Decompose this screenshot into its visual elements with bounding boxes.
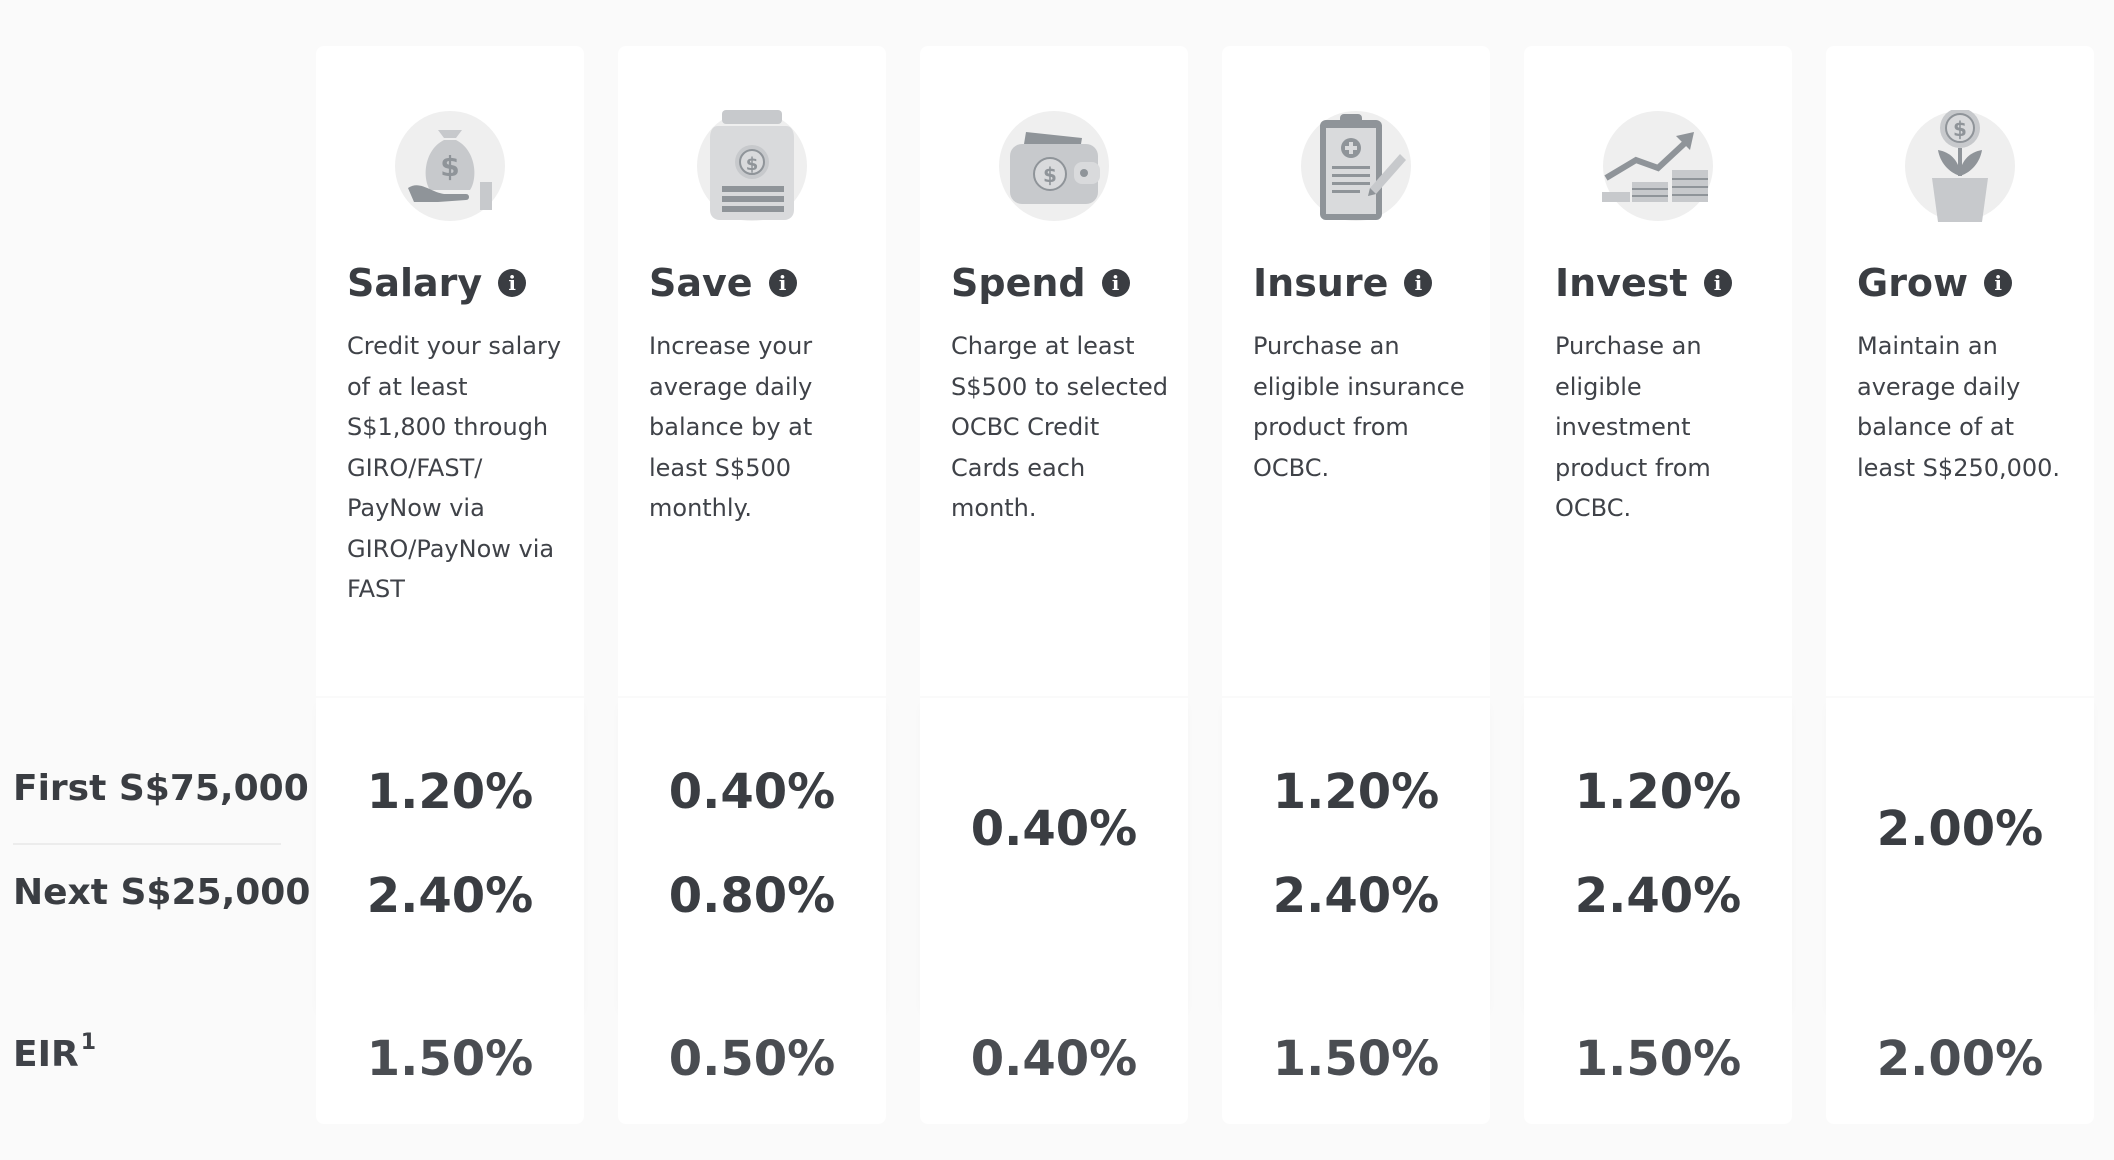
rate-eir: 1.50% <box>366 1031 534 1087</box>
card-title: Invest i <box>1555 261 1732 305</box>
card-title-text: Invest <box>1555 261 1688 305</box>
card-title-text: Salary <box>347 261 483 305</box>
card-rates <box>920 698 1188 1010</box>
info-icon[interactable]: i <box>1404 269 1433 297</box>
card-title-text: Grow <box>1857 261 1969 305</box>
row-divider <box>13 843 281 845</box>
rate-next-25k: 0.80% <box>668 868 836 924</box>
rate-eir: 0.50% <box>668 1031 836 1087</box>
rate-first-75k: 0.40% <box>668 764 836 820</box>
rate-eir: 1.50% <box>1272 1031 1440 1087</box>
card-eir <box>316 994 584 1124</box>
svg-text:$: $ <box>1953 117 1967 141</box>
card-title-text: Insure <box>1253 261 1389 305</box>
clipboard-medical-icon <box>1300 110 1412 222</box>
card-rates <box>316 698 584 1010</box>
card-eir <box>1826 994 2094 1124</box>
card-title: Save i <box>649 261 797 305</box>
svg-text:$: $ <box>440 150 459 183</box>
rate-combined: 2.00% <box>1876 801 2044 857</box>
info-icon[interactable]: i <box>1984 269 2013 297</box>
card-rates <box>618 698 886 1010</box>
coin-jar-icon: $ <box>696 110 808 222</box>
card-title-text: Spend <box>951 261 1086 305</box>
info-icon[interactable]: i <box>1703 269 1732 297</box>
card-eir <box>1222 994 1490 1124</box>
card-description: Increase your average daily balance by a… <box>649 332 813 522</box>
rate-first-75k: 1.20% <box>366 764 534 820</box>
rate-eir: 2.00% <box>1876 1031 2044 1087</box>
rate-combined: 0.40% <box>970 801 1138 857</box>
card-description: Credit your salary of at least S$1,800 t… <box>347 332 562 603</box>
card-eir <box>920 994 1188 1124</box>
eir-label-text: EIR <box>13 1034 79 1075</box>
row-label-eir: EIR1 <box>13 1030 96 1075</box>
wallet-icon: $ <box>998 110 1110 222</box>
card-description: Maintain an average daily balance of at … <box>1857 332 2061 482</box>
svg-text:$: $ <box>1043 163 1057 187</box>
rate-eir: 1.50% <box>1574 1031 1742 1087</box>
rate-next-25k: 2.40% <box>1272 868 1440 924</box>
row-label-next-25k: Next S$25,000 <box>13 872 311 913</box>
card-description: Purchase an eligible insurance product f… <box>1253 332 1465 482</box>
svg-text:$: $ <box>746 154 759 175</box>
card-rates <box>1826 698 2094 1010</box>
rate-next-25k: 2.40% <box>1574 868 1742 924</box>
rate-eir: 0.40% <box>970 1031 1138 1087</box>
money-bag-hand-icon: $ <box>394 110 506 222</box>
rate-first-75k: 1.20% <box>1272 764 1440 820</box>
card-rates <box>1524 698 1792 1010</box>
rate-first-75k: 1.20% <box>1574 764 1742 820</box>
card-title: Spend i <box>951 261 1130 305</box>
card-title: Salary i <box>347 261 527 305</box>
card-rates <box>1222 698 1490 1010</box>
eir-footnote-marker[interactable]: 1 <box>80 1030 97 1055</box>
card-title-text: Save <box>649 261 753 305</box>
card-title: Grow i <box>1857 261 2013 305</box>
info-icon[interactable]: i <box>768 269 797 297</box>
info-icon[interactable]: i <box>498 269 527 297</box>
growth-chart-icon <box>1602 110 1714 222</box>
money-plant-icon: $ <box>1904 110 2016 222</box>
card-eir <box>618 994 886 1124</box>
card-description: Purchase an eligible investment product … <box>1555 332 1711 522</box>
card-eir <box>1524 994 1792 1124</box>
row-label-first-75k: First S$75,000 <box>13 768 309 809</box>
info-icon[interactable]: i <box>1101 269 1130 297</box>
card-title: Insure i <box>1253 261 1433 305</box>
card-description: Charge at least S$500 to selected OCBC C… <box>951 332 1168 522</box>
rate-next-25k: 2.40% <box>366 868 534 924</box>
